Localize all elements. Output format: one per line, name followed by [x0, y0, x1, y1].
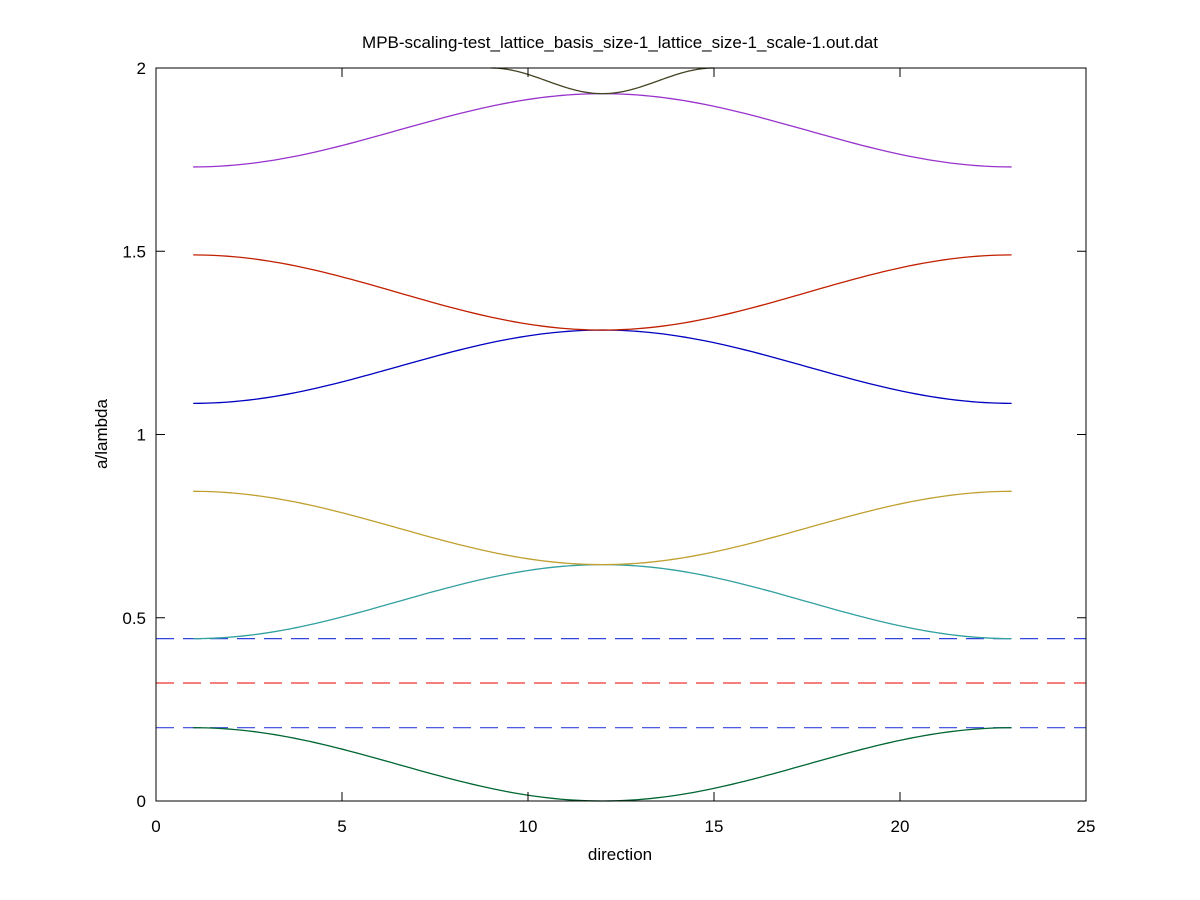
band-line-4 — [193, 329, 1012, 404]
x-tick-label: 20 — [891, 817, 910, 836]
y-axis-label: a/lambda — [92, 398, 111, 468]
x-tick-label: 5 — [337, 817, 346, 836]
y-tick-label: 0 — [137, 792, 146, 811]
y-tick-label: 1 — [137, 426, 146, 445]
plot-area — [156, 67, 1086, 802]
y-tick-label: 1.5 — [122, 242, 146, 261]
band-line-2 — [193, 563, 1012, 640]
band-line-6 — [193, 92, 1012, 168]
x-tick-label: 0 — [151, 817, 160, 836]
axes: 0 5 10 15 20 25 0 0.5 1 1.5 2 — [122, 59, 1095, 836]
x-axis-label: direction — [588, 845, 652, 864]
band-line-1 — [193, 727, 1012, 802]
chart-title: MPB-scaling-test_lattice_basis_size-1_la… — [362, 33, 878, 52]
x-tick-label: 25 — [1077, 817, 1096, 836]
x-tick-label: 15 — [705, 817, 724, 836]
plot-frame — [155, 67, 1087, 802]
band-line-5 — [193, 254, 1012, 331]
band-line-7 — [490, 67, 715, 95]
y-tick-label: 2 — [137, 59, 146, 78]
x-tick-label: 10 — [519, 817, 538, 836]
y-tick-label: 0.5 — [122, 609, 146, 628]
band-line-3 — [193, 490, 1012, 566]
